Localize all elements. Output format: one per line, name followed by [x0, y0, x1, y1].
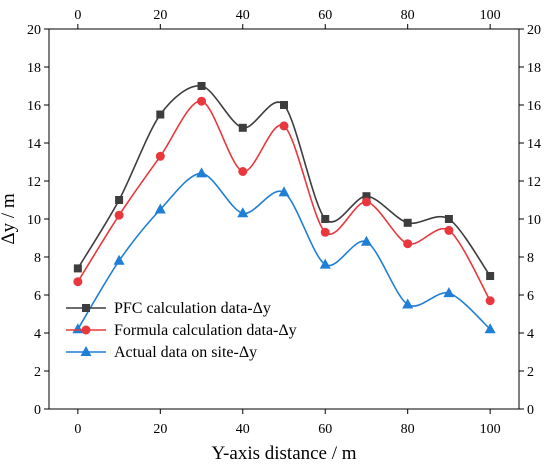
x-tick-label-top: 20 — [153, 8, 167, 23]
series-line — [77, 85, 491, 277]
x-tick-label-bottom: 60 — [318, 422, 332, 437]
axis-tick-labels: 0 0 20 20 40 40 60 60 80 80 100 100 0 0 2 2 4 4 6 6 8 8 10 10 12… — [27, 8, 541, 437]
y-tick-label-left: 12 — [27, 175, 41, 190]
legend: PFC calculation data-Δy Formula calculati… — [66, 300, 297, 361]
series-1 — [73, 82, 495, 280]
y-tick-label-left: 14 — [27, 137, 41, 152]
y-tick-label-left: 20 — [27, 23, 41, 38]
axis-ticks — [44, 24, 524, 414]
x-tick-label-top: 0 — [74, 8, 81, 23]
y-tick-label-left: 16 — [27, 99, 41, 114]
y-tick-label-right: 2 — [527, 365, 534, 380]
y-tick-label-right: 4 — [527, 327, 534, 342]
x-tick-label-top: 100 — [480, 8, 501, 23]
y-axis-title: Δy / m — [0, 193, 19, 244]
y-tick-label-right: 6 — [527, 289, 534, 304]
x-tick-label-top: 80 — [401, 8, 415, 23]
x-tick-label-top: 40 — [236, 8, 250, 23]
data-point-circle — [73, 277, 83, 287]
data-point-circle — [444, 225, 454, 235]
x-tick-label-bottom: 40 — [236, 422, 250, 437]
data-point-circle — [279, 121, 289, 131]
legend-marker-square — [82, 304, 90, 312]
series-layer — [72, 82, 496, 334]
y-tick-label-right: 14 — [527, 137, 541, 152]
data-point-circle — [403, 239, 413, 249]
series-line — [77, 100, 491, 302]
x-tick-label-top: 60 — [318, 8, 332, 23]
x-tick-label-bottom: 0 — [74, 422, 81, 437]
y-tick-label-left: 2 — [34, 365, 41, 380]
data-point-square — [156, 110, 165, 119]
data-point-circle — [155, 151, 165, 161]
data-point-triangle — [154, 203, 166, 214]
y-tick-label-left: 0 — [34, 403, 41, 418]
legend-label: Actual data on site-Δy — [114, 344, 257, 361]
data-point-square — [444, 215, 453, 223]
y-tick-label-left: 6 — [34, 289, 41, 304]
x-tick-label-bottom: 20 — [153, 422, 167, 437]
data-point-square — [238, 123, 247, 132]
data-point-circle — [320, 227, 330, 237]
legend-marker-triangle — [80, 346, 92, 356]
y-tick-label-left: 18 — [27, 61, 41, 76]
y-tick-label-left: 4 — [34, 327, 41, 342]
y-tick-label-left: 8 — [34, 251, 41, 266]
data-point-circle — [361, 197, 371, 207]
data-point-triangle — [237, 207, 249, 218]
data-point-triangle — [72, 323, 84, 334]
data-point-square — [280, 101, 288, 109]
y-tick-label-right: 8 — [527, 251, 534, 266]
data-point-triangle — [278, 186, 290, 197]
data-point-triangle — [402, 298, 414, 309]
data-point-square — [73, 264, 82, 273]
legend-label: PFC calculation data-Δy — [114, 300, 271, 317]
data-point-circle — [238, 167, 248, 176]
x-tick-label-bottom: 100 — [480, 422, 501, 437]
data-point-triangle — [196, 167, 208, 178]
y-tick-label-right: 16 — [527, 99, 541, 114]
x-axis-title: Y-axis distance / m — [211, 443, 356, 464]
y-tick-label-right: 18 — [527, 61, 541, 76]
data-point-triangle — [360, 235, 372, 246]
data-point-circle — [485, 296, 495, 306]
x-tick-label-bottom: 80 — [401, 422, 415, 437]
data-point-square — [321, 215, 330, 223]
data-point-square — [115, 196, 124, 204]
data-point-circle — [114, 210, 124, 220]
y-tick-label-right: 20 — [527, 23, 541, 38]
legend-label: Formula calculation data-Δy — [114, 322, 297, 339]
data-point-triangle — [113, 254, 125, 265]
data-point-circle — [197, 96, 207, 106]
y-tick-label-right: 0 — [527, 403, 534, 418]
y-tick-label-left: 10 — [27, 213, 41, 228]
data-point-square — [197, 82, 206, 90]
y-tick-label-right: 10 — [527, 213, 541, 228]
data-point-triangle — [484, 323, 496, 334]
series-3 — [72, 167, 496, 334]
data-point-square — [486, 272, 495, 280]
data-point-triangle — [319, 258, 331, 269]
data-point-square — [362, 192, 371, 201]
y-tick-label-right: 12 — [527, 175, 541, 190]
series-2 — [73, 96, 495, 306]
data-point-square — [403, 218, 412, 227]
data-point-triangle — [443, 287, 455, 298]
legend-marker-circle — [81, 325, 91, 335]
